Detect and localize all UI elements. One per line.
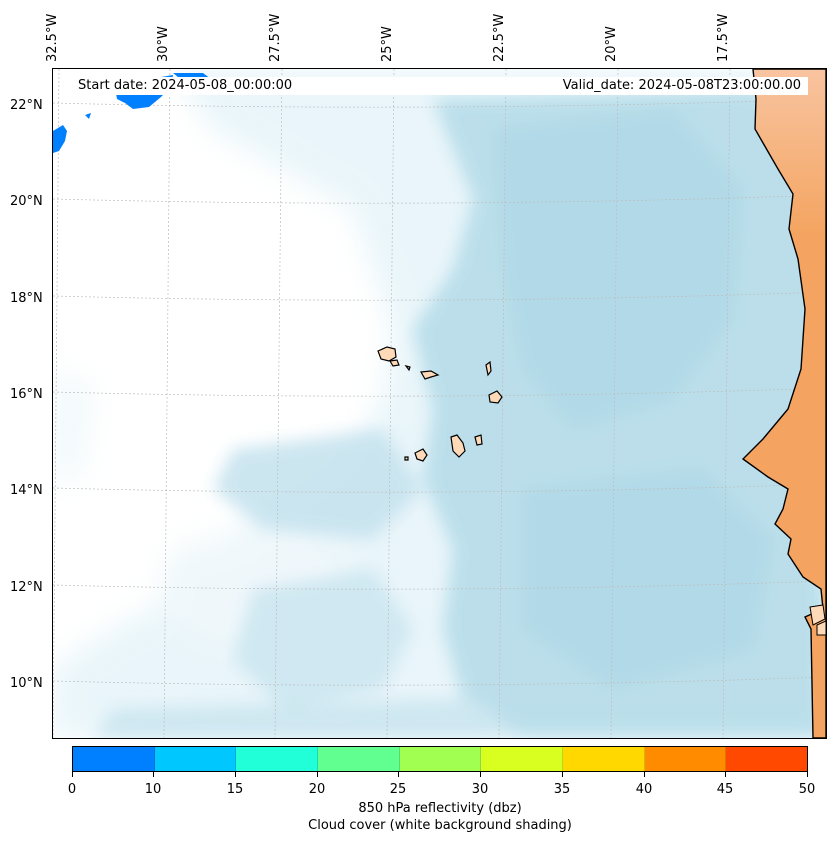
colorbar-segment-5 — [481, 747, 564, 771]
map-canvas — [53, 69, 826, 738]
colorbar-segment-8 — [726, 747, 808, 771]
lon-label-25w: 25°W — [380, 26, 395, 62]
island-santiago — [450, 434, 466, 458]
lat-label-18n: 18°N — [10, 291, 43, 306]
lon-label-32-5w: 32.5°W — [45, 13, 60, 62]
lat-label-10n: 10°N — [10, 676, 43, 691]
island-brava — [404, 456, 409, 461]
colorbar-tick-30: 30 — [471, 782, 489, 797]
colorbar-tickmark — [235, 772, 236, 777]
start-date-label: Start date: 2024-05-08_00:00:00 — [78, 78, 293, 93]
colorbar-segment-2 — [236, 747, 319, 771]
valid-date-label: Valid_date: 2024-05-08T23:00:00.00 — [562, 78, 801, 93]
colorbar-segment-6 — [563, 747, 645, 771]
colorbar-tick-25: 25 — [389, 782, 407, 797]
island-sao-nicolau — [420, 370, 440, 380]
colorbar-tickmark — [725, 772, 726, 777]
colorbar-tick-50: 50 — [798, 782, 816, 797]
colorbar — [72, 746, 808, 772]
lon-label-20w: 20°W — [604, 26, 619, 62]
lon-label-30w: 30°W — [156, 26, 171, 62]
colorbar-tickmark — [398, 772, 399, 777]
cloud-cover-main — [93, 89, 826, 738]
colorbar-tickmark — [562, 772, 563, 777]
lon-label-22-5w: 22.5°W — [492, 13, 507, 62]
island-sao-vicente — [389, 359, 400, 367]
island-sal — [485, 360, 492, 377]
island-fogo — [414, 448, 428, 462]
colorbar-label: 850 hPa reflectivity (dbz) — [358, 801, 522, 816]
colorbar-tick-0: 0 — [67, 782, 77, 797]
colorbar-tick-35: 35 — [553, 782, 571, 797]
map-panel[interactable] — [52, 68, 827, 739]
colorbar-segment-7 — [644, 747, 727, 771]
colorbar-sublabel: Cloud cover (white background shading) — [308, 818, 572, 833]
colorbar-tick-15: 15 — [226, 782, 244, 797]
island-santo-antao — [377, 346, 397, 362]
graticule — [53, 69, 826, 738]
colorbar-tick-45: 45 — [716, 782, 734, 797]
lat-label-22n: 22°N — [10, 98, 43, 113]
colorbar-tickmark — [72, 772, 73, 777]
colorbar-tickmark — [317, 772, 318, 777]
island-santa-luzia — [404, 365, 411, 372]
cape-verde-islands[interactable] — [377, 346, 503, 462]
africa-coast[interactable] — [741, 69, 826, 738]
date-bar — [72, 77, 808, 95]
colorbar-tickmark — [644, 772, 645, 777]
lat-label-20n: 20°N — [10, 194, 43, 209]
lat-label-12n: 12°N — [10, 580, 43, 595]
colorbar-segment-3 — [318, 747, 400, 771]
colorbar-tickmark — [807, 772, 808, 777]
lat-label-16n: 16°N — [10, 387, 43, 402]
colorbar-segment-4 — [399, 747, 482, 771]
colorbar-segment-1 — [154, 747, 237, 771]
island-boa-vista — [488, 390, 503, 404]
colorbar-tick-20: 20 — [308, 782, 326, 797]
lat-label-14n: 14°N — [10, 483, 43, 498]
colorbar-tickmark — [480, 772, 481, 777]
colorbar-tick-40: 40 — [635, 782, 653, 797]
lon-label-27-5w: 27.5°W — [268, 13, 283, 62]
colorbar-tickmark — [153, 772, 154, 777]
lon-label-17-5w: 17.5°W — [716, 13, 731, 62]
colorbar-segment-0 — [73, 747, 155, 771]
colorbar-tick-10: 10 — [144, 782, 162, 797]
island-maio — [474, 434, 483, 446]
